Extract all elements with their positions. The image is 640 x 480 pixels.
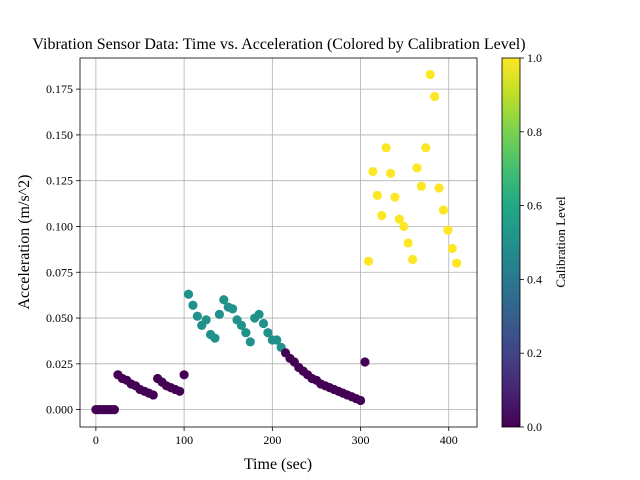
x-axis-ticks: 0 100 200 300 400: [93, 427, 458, 447]
scatter-point: [192, 311, 202, 321]
colorbar: [501, 57, 521, 428]
scatter-point: [360, 357, 370, 367]
colorbar-ticks: 0.0 0.2 0.4 0.6 0.8 1.0: [520, 51, 542, 434]
y-tick-label: 0.000: [46, 403, 73, 417]
scatter-point: [175, 386, 185, 396]
scatter-point: [258, 318, 269, 329]
scatter-point: [421, 143, 431, 153]
y-tick-label: 0.100: [46, 219, 73, 233]
scatter-point: [183, 289, 194, 299]
scatter-point: [109, 405, 120, 415]
scatter-point: [363, 256, 374, 266]
scatter-point: [430, 91, 440, 102]
y-tick-label: 0.075: [46, 265, 73, 279]
scatter-point: [434, 183, 444, 193]
scatter-point: [188, 300, 198, 310]
scatter-point: [219, 295, 229, 305]
scatter-point: [425, 69, 435, 80]
scatter-point: [214, 309, 224, 319]
scatter-point: [438, 205, 449, 215]
colorbar-tick-label: 1.0: [527, 51, 542, 65]
chart-title: Vibration Sensor Data: Time vs. Accelera…: [32, 36, 525, 53]
scatter-point: [399, 221, 409, 232]
scatter-point: [148, 390, 158, 400]
scatter-point: [241, 328, 251, 338]
scatter-point: [390, 192, 400, 202]
plot-frame: [79, 57, 478, 428]
colorbar-tick-label: 0.2: [527, 346, 542, 360]
colorbar-label: Calibration Level: [553, 196, 568, 288]
scatter-point: [412, 163, 422, 173]
scatter-point: [254, 309, 264, 319]
scatter-point: [407, 254, 418, 265]
scatter-point: [228, 304, 238, 314]
scatter-point: [452, 258, 462, 268]
y-tick-label: 0.125: [46, 174, 73, 188]
scatter-point: [385, 168, 396, 178]
scatter-point: [372, 190, 382, 200]
scatter-point: [355, 395, 366, 406]
scatter-point: [377, 210, 387, 221]
colorbar-tick-label: 0.8: [527, 125, 542, 139]
scatter-point: [245, 337, 255, 347]
y-tick-label: 0.150: [46, 128, 73, 142]
scatter-point: [443, 225, 453, 235]
colorbar-tick-label: 0.4: [527, 272, 542, 286]
scatter-point: [447, 243, 457, 254]
scatter-point: [403, 238, 413, 248]
scatter-point: [381, 143, 391, 153]
scatter-point: [416, 181, 427, 191]
scatter-point: [272, 335, 282, 345]
colorbar-tick-label: 0.0: [527, 420, 542, 434]
y-tick-label: 0.025: [46, 357, 73, 371]
x-tick-label: 0: [93, 433, 99, 447]
scatter-point: [236, 320, 247, 330]
y-axis-ticks: 0.000 0.025 0.050 0.075 0.100 0.125 0.150 0.175: [46, 82, 80, 417]
scatter-points: [91, 69, 462, 415]
scatter-point: [368, 166, 378, 177]
scatter-point: [263, 328, 273, 338]
x-tick-label: 100: [175, 433, 193, 447]
y-tick-label: 0.050: [46, 311, 73, 325]
y-axis-label: Acceleration (m/s^2): [16, 174, 33, 309]
x-tick-label: 400: [440, 433, 458, 447]
scatter-point: [394, 214, 404, 224]
colorbar-tick-label: 0.6: [527, 199, 542, 213]
scatter-point: [179, 370, 189, 380]
scatter-point: [201, 315, 211, 325]
x-axis-label: Time (sec): [244, 456, 312, 473]
x-tick-label: 200: [263, 433, 281, 447]
x-tick-label: 300: [352, 433, 370, 447]
grid: [80, 58, 477, 427]
y-tick-label: 0.175: [46, 82, 73, 96]
scatter-point: [210, 333, 220, 343]
